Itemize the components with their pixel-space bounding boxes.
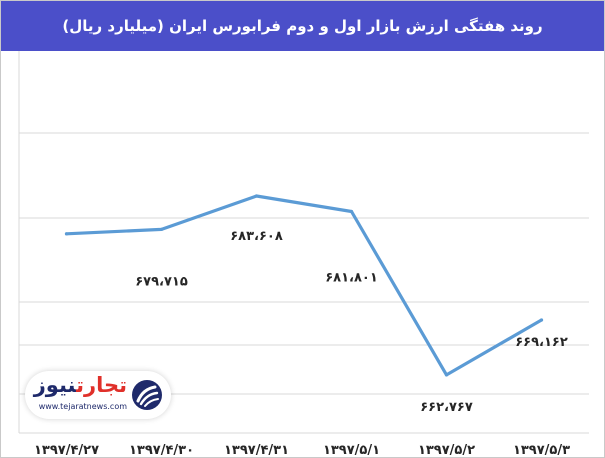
data-point bbox=[349, 209, 354, 214]
data-points bbox=[64, 194, 544, 377]
data-label: ۶۶۲،۷۶۷ bbox=[420, 400, 473, 415]
x-tick-label: ۱۳۹۷/۵/۳ bbox=[513, 443, 570, 457]
data-label: ۶۷۹،۷۱۵ bbox=[135, 274, 188, 289]
chart-title: روند هفتگی ارزش بازار اول و دوم فرابورس … bbox=[62, 17, 543, 35]
x-tick-label: ۱۳۹۷/۴/۳۰ bbox=[129, 443, 194, 457]
data-point bbox=[159, 227, 164, 231]
line-chart: ۶۷۹،۷۱۵ ۶۸۳،۶۰۸ ۶۸۱،۸۰۱ ۶۶۲،۷۶۷ ۶۶۹،۱۶۲ ۱۳۹۷… bbox=[18, 51, 589, 457]
data-label: ۶۶۹،۱۶۲ bbox=[515, 335, 568, 350]
chart-header: روند هفتگی ارزش بازار اول و دوم فرابورس … bbox=[1, 1, 604, 51]
data-point bbox=[254, 194, 259, 198]
x-tick-label: ۱۳۹۷/۵/۲ bbox=[418, 443, 475, 457]
data-label: ۶۸۳،۶۰۸ bbox=[230, 229, 283, 244]
logo-brand: تجارتنیوز bbox=[34, 373, 127, 397]
tejarat-news-logo-icon bbox=[132, 380, 162, 410]
logo-brand-part1: تجارت bbox=[76, 373, 127, 397]
x-tick-label: ۱۳۹۷/۴/۲۷ bbox=[34, 443, 99, 457]
data-labels: ۶۷۹،۷۱۵ ۶۸۳،۶۰۸ ۶۸۱،۸۰۱ ۶۶۲،۷۶۷ ۶۶۹،۱۶۲ bbox=[135, 229, 568, 415]
data-point bbox=[64, 232, 69, 236]
logo: تجارتنیوز www.tejaratnews.com bbox=[25, 371, 171, 419]
data-point bbox=[539, 318, 544, 322]
series-line bbox=[64, 194, 544, 377]
logo-site-url: www.tejaratnews.com bbox=[38, 402, 127, 411]
data-label: ۶۸۱،۸۰۱ bbox=[325, 270, 378, 285]
x-tick-label: ۱۳۹۷/۵/۱ bbox=[323, 443, 380, 457]
x-tick-label: ۱۳۹۷/۴/۳۱ bbox=[224, 443, 289, 457]
x-tick-labels: ۱۳۹۷/۴/۲۷ ۱۳۹۷/۴/۳۰ ۱۳۹۷/۴/۳۱ ۱۳۹۷/۵/۱ ۱۳۹۷/… bbox=[34, 443, 570, 457]
data-point bbox=[444, 373, 449, 377]
logo-brand-part2: نیوز bbox=[33, 373, 77, 397]
